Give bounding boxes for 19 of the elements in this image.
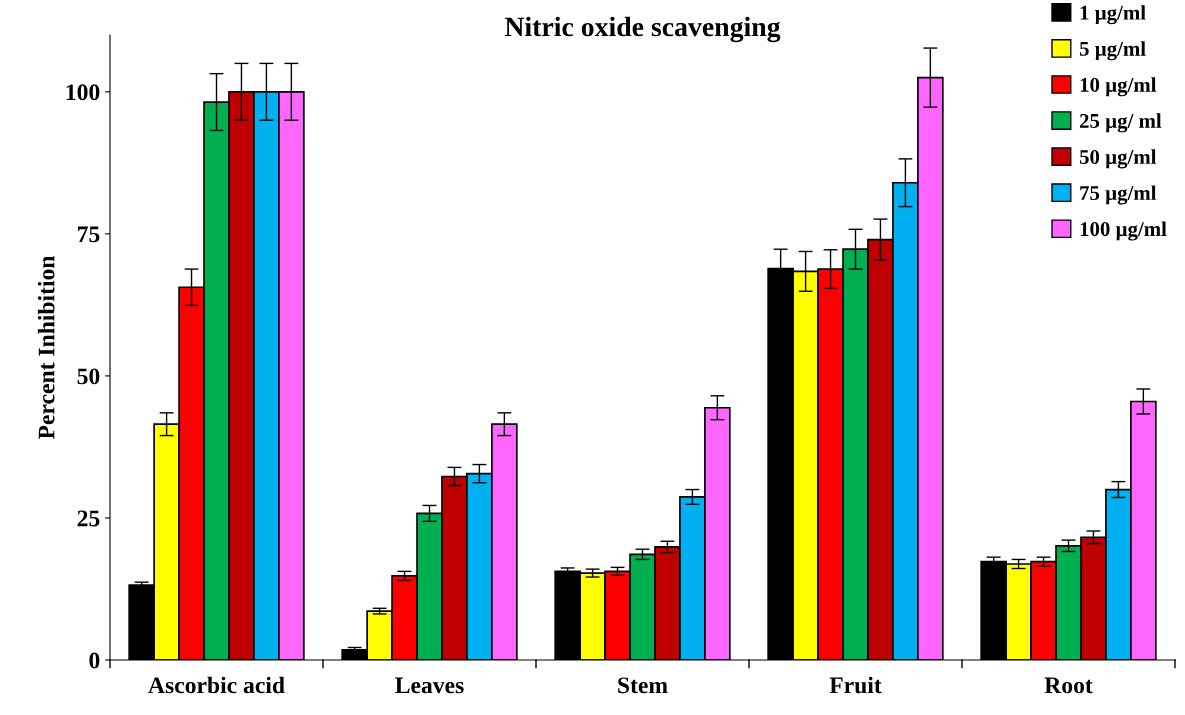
legend-label: 75 µg/ml [1080, 185, 1157, 205]
x-tick-label: Stem [618, 677, 668, 694]
y-tick-label: 50 [77, 368, 100, 385]
x-tick-label: Fruit [829, 676, 882, 694]
y-tick-label: 25 [77, 510, 100, 527]
y-tick-label: 0 [89, 652, 100, 669]
legend-label: 25 µg/ ml [1079, 113, 1162, 133]
x-tick-label: Ascorbic acid [148, 676, 285, 694]
legend-label: 10 µg/ml [1080, 77, 1157, 97]
legend-label: 5 µg/ml [1079, 41, 1146, 61]
x-tick-label: Root [1044, 677, 1093, 694]
chart-title: Nitric oxide scavenging [504, 16, 781, 43]
x-tick-label: Leaves [395, 677, 464, 694]
y-axis-title: Percent Inhibition [37, 255, 55, 440]
y-tick-label: 100 [66, 84, 100, 101]
legend-label: 50 µg/ml [1079, 149, 1157, 169]
legend-label: 100 µg/ml [1080, 221, 1167, 241]
legend-label: 1 µg/ml [1080, 5, 1146, 25]
y-tick-label: 75 [78, 226, 100, 243]
